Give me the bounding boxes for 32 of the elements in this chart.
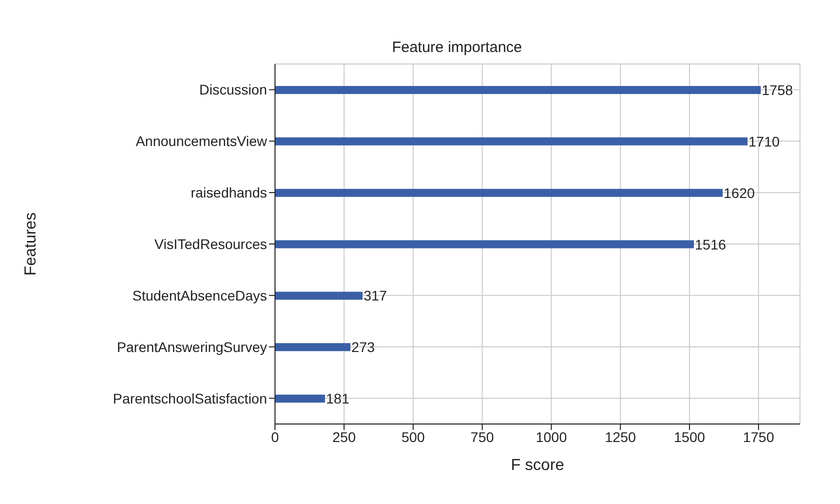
- bar: [275, 86, 761, 94]
- bar: [275, 240, 694, 248]
- x-tick-label: 1500: [674, 428, 706, 445]
- bar: [275, 394, 326, 403]
- x-tick-label: 750: [470, 428, 494, 445]
- data-label: 1620: [724, 184, 755, 201]
- y-tick-label: VisITedResources: [154, 236, 267, 252]
- x-tick-label: 0: [271, 428, 280, 445]
- x-tick-label: 1250: [604, 428, 636, 445]
- data-label: 1516: [694, 236, 726, 252]
- y-tick-label: ParentschoolSatisfaction: [112, 390, 267, 406]
- bar: [275, 137, 748, 146]
- y-tick-label: ParentAnsweringSurvey: [116, 338, 267, 355]
- data-label: 273: [351, 339, 376, 356]
- data-label: 181: [326, 390, 350, 407]
- data-label: 1710: [748, 133, 780, 150]
- y-tick-label: StudentAbsenceDays: [132, 287, 267, 304]
- bar: [275, 343, 350, 352]
- y-axis-title: Features: [22, 212, 40, 276]
- x-tick-label: 250: [332, 428, 356, 445]
- x-tick-label: 1000: [536, 428, 568, 445]
- y-tick-label: raisedhands: [190, 184, 267, 201]
- x-tick-label: 500: [401, 428, 426, 445]
- data-label: 1758: [762, 82, 794, 98]
- x-axis-title: F score: [510, 457, 564, 474]
- y-tick-label: AnnouncementsView: [136, 133, 268, 150]
- bar: [275, 188, 723, 197]
- data-label: 317: [364, 288, 388, 304]
- x-tick-label: 1750: [742, 428, 774, 445]
- y-tick-label: Discussion: [199, 82, 267, 98]
- bar: [275, 292, 363, 300]
- chart-title: Feature importance: [392, 39, 522, 56]
